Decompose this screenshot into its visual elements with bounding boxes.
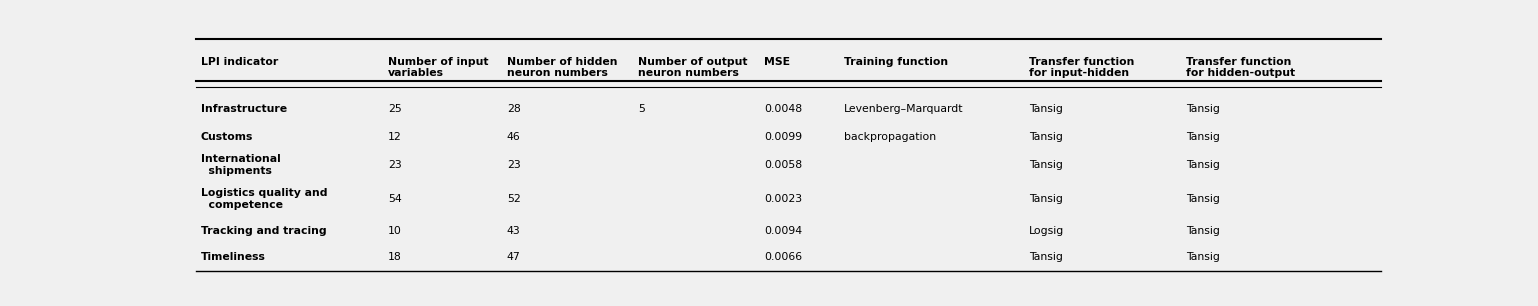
Text: Training function: Training function bbox=[844, 57, 949, 67]
Text: Tansig: Tansig bbox=[1186, 132, 1220, 142]
Text: Levenberg–Marquardt: Levenberg–Marquardt bbox=[844, 104, 964, 114]
Text: 0.0058: 0.0058 bbox=[764, 160, 803, 170]
Text: Timeliness: Timeliness bbox=[200, 252, 266, 262]
Text: 0.0066: 0.0066 bbox=[764, 252, 803, 262]
Text: Tansig: Tansig bbox=[1029, 132, 1063, 142]
Text: 12: 12 bbox=[388, 132, 401, 142]
Text: 43: 43 bbox=[508, 226, 521, 236]
Text: Tansig: Tansig bbox=[1186, 160, 1220, 170]
Text: Tansig: Tansig bbox=[1029, 252, 1063, 262]
Text: Tansig: Tansig bbox=[1029, 194, 1063, 204]
Text: backpropagation: backpropagation bbox=[844, 132, 937, 142]
Text: Number of hidden
neuron numbers: Number of hidden neuron numbers bbox=[508, 57, 617, 78]
Text: Logsig: Logsig bbox=[1029, 226, 1064, 236]
Text: International
  shipments: International shipments bbox=[200, 154, 280, 176]
Text: Tansig: Tansig bbox=[1029, 160, 1063, 170]
Text: Tansig: Tansig bbox=[1186, 252, 1220, 262]
Text: 0.0023: 0.0023 bbox=[764, 194, 803, 204]
Text: 0.0099: 0.0099 bbox=[764, 132, 803, 142]
Text: 54: 54 bbox=[388, 194, 401, 204]
Text: 28: 28 bbox=[508, 104, 521, 114]
Text: Logistics quality and
  competence: Logistics quality and competence bbox=[200, 188, 328, 210]
Text: Tansig: Tansig bbox=[1186, 226, 1220, 236]
Text: 52: 52 bbox=[508, 194, 521, 204]
Text: 23: 23 bbox=[388, 160, 401, 170]
Text: 10: 10 bbox=[388, 226, 401, 236]
Text: Tracking and tracing: Tracking and tracing bbox=[200, 226, 326, 236]
Text: Transfer function
for hidden-output: Transfer function for hidden-output bbox=[1186, 57, 1295, 78]
Text: Tansig: Tansig bbox=[1186, 104, 1220, 114]
Text: Number of output
neuron numbers: Number of output neuron numbers bbox=[638, 57, 747, 78]
Text: Tansig: Tansig bbox=[1186, 194, 1220, 204]
Text: 0.0094: 0.0094 bbox=[764, 226, 803, 236]
Text: Transfer function
for input-hidden: Transfer function for input-hidden bbox=[1029, 57, 1135, 78]
Text: 23: 23 bbox=[508, 160, 521, 170]
Text: MSE: MSE bbox=[764, 57, 791, 67]
Text: 18: 18 bbox=[388, 252, 401, 262]
Text: 47: 47 bbox=[508, 252, 521, 262]
Text: 25: 25 bbox=[388, 104, 401, 114]
Text: 0.0048: 0.0048 bbox=[764, 104, 803, 114]
Text: Infrastructure: Infrastructure bbox=[200, 104, 286, 114]
Text: 46: 46 bbox=[508, 132, 521, 142]
Text: LPI indicator: LPI indicator bbox=[200, 57, 278, 67]
Text: Number of input
variables: Number of input variables bbox=[388, 57, 488, 78]
Text: Tansig: Tansig bbox=[1029, 104, 1063, 114]
Text: Customs: Customs bbox=[200, 132, 252, 142]
Text: 5: 5 bbox=[638, 104, 644, 114]
